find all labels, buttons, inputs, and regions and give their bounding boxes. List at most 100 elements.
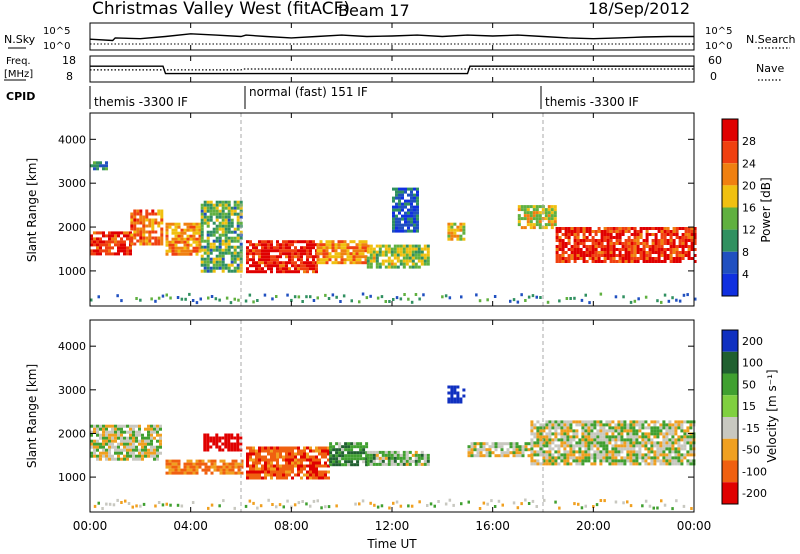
power-cell bbox=[690, 230, 694, 233]
velocity-cell bbox=[563, 462, 567, 466]
power-cell bbox=[453, 234, 457, 238]
power-cell bbox=[681, 254, 685, 257]
power-cell bbox=[358, 243, 362, 247]
velocity-cell bbox=[689, 444, 693, 448]
velocity-cell bbox=[563, 435, 567, 439]
power-cell bbox=[183, 222, 187, 226]
power-cell bbox=[555, 239, 559, 242]
power-cell bbox=[246, 267, 249, 271]
velocity-cell bbox=[362, 460, 366, 464]
power-cell bbox=[369, 250, 373, 254]
power-cell bbox=[200, 224, 204, 228]
power-cell bbox=[203, 257, 207, 261]
power-cell bbox=[174, 243, 178, 247]
velocity-cell bbox=[614, 426, 618, 430]
velocity-cell bbox=[686, 438, 690, 442]
power-cell bbox=[120, 237, 123, 241]
velocity-cell bbox=[138, 457, 141, 461]
velocity-cell bbox=[135, 448, 138, 452]
power-cell bbox=[218, 212, 222, 216]
power-cell bbox=[102, 240, 105, 244]
velocity-cell bbox=[680, 447, 684, 451]
velocity-cell bbox=[584, 429, 588, 433]
velocity-cell bbox=[231, 471, 235, 475]
velocity-cell bbox=[356, 463, 360, 467]
power-cell bbox=[405, 244, 409, 248]
velocity-cell bbox=[218, 436, 222, 440]
velocity-cell bbox=[234, 459, 238, 463]
velocity-cell bbox=[279, 446, 282, 450]
power-cell bbox=[447, 225, 451, 229]
velocity-cell bbox=[207, 459, 211, 463]
power-ground-cell bbox=[478, 299, 482, 303]
power-cell bbox=[319, 240, 323, 244]
power-ytick-label: 1000 bbox=[58, 265, 86, 278]
power-cell bbox=[447, 231, 451, 235]
velocity-cell bbox=[362, 451, 366, 455]
velocity-cell bbox=[593, 450, 597, 454]
power-ground-cell bbox=[399, 297, 403, 301]
power-cell bbox=[212, 245, 216, 249]
velocity-cell bbox=[623, 426, 627, 430]
velocity-cell bbox=[273, 464, 276, 468]
velocity-colorbar-cell bbox=[722, 373, 738, 396]
power-cell bbox=[416, 217, 419, 221]
power-cell bbox=[547, 223, 551, 227]
velocity-cell bbox=[186, 459, 190, 463]
velocity-cell bbox=[623, 429, 627, 433]
velocity-cell bbox=[680, 423, 684, 427]
velocity-cell bbox=[129, 451, 132, 455]
velocity-cell bbox=[575, 420, 579, 424]
power-cell bbox=[648, 227, 652, 230]
power-cell bbox=[642, 257, 646, 260]
velocity-cell bbox=[527, 448, 531, 452]
power-cell bbox=[555, 257, 559, 260]
velocity-cell bbox=[303, 458, 306, 462]
power-ground-cell bbox=[275, 295, 278, 298]
power-cell bbox=[309, 252, 312, 256]
velocity-cell bbox=[557, 453, 561, 457]
velocity-cell bbox=[536, 426, 540, 430]
cpid-segment-1: themis -3300 IF bbox=[94, 95, 188, 109]
velocity-cell bbox=[620, 435, 624, 439]
velocity-cell bbox=[288, 470, 291, 474]
velocity-cell bbox=[213, 459, 217, 463]
velocity-cell bbox=[659, 432, 663, 436]
velocity-cell bbox=[353, 445, 357, 449]
power-cell bbox=[630, 233, 634, 236]
power-cell bbox=[139, 221, 143, 225]
velocity-cell bbox=[671, 429, 675, 433]
velocity-cell bbox=[689, 435, 693, 439]
velocity-cell bbox=[680, 453, 684, 457]
velocity-cell bbox=[656, 432, 660, 436]
power-cell bbox=[230, 251, 234, 255]
velocity-cell bbox=[126, 448, 129, 452]
power-cell bbox=[532, 226, 536, 230]
power-cell bbox=[600, 254, 604, 257]
power-ground-cell bbox=[614, 295, 618, 299]
velocity-ground-cell bbox=[267, 498, 270, 502]
power-cell bbox=[591, 239, 595, 242]
velocity-cell bbox=[338, 445, 342, 449]
power-cell bbox=[636, 233, 640, 236]
power-cell bbox=[261, 255, 264, 259]
power-cell bbox=[621, 260, 625, 263]
velocity-cell bbox=[237, 471, 241, 475]
power-cell bbox=[233, 209, 237, 213]
velocity-cell bbox=[656, 444, 660, 448]
velocity-cell bbox=[189, 459, 193, 463]
velocity-cell bbox=[150, 436, 153, 440]
power-ground-cell bbox=[154, 299, 157, 303]
velocity-cell bbox=[542, 444, 546, 448]
velocity-cell bbox=[237, 468, 241, 472]
velocity-cell bbox=[587, 435, 591, 439]
power-cell bbox=[657, 257, 661, 260]
power-cell bbox=[252, 255, 255, 259]
power-cell bbox=[405, 250, 409, 254]
velocity-cell bbox=[479, 442, 483, 446]
power-cell bbox=[361, 243, 365, 247]
velocity-cell bbox=[258, 461, 261, 465]
power-cell bbox=[183, 240, 187, 244]
velocity-cell bbox=[590, 429, 594, 433]
velocity-ground-cell bbox=[161, 503, 165, 507]
